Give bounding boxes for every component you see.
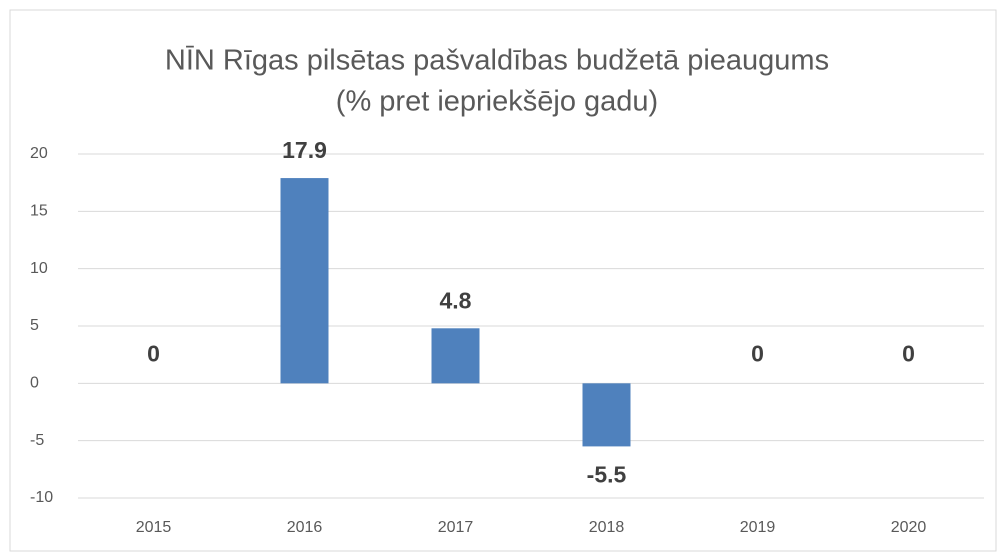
- bar: [582, 383, 631, 447]
- y-tick-label: -10: [30, 489, 53, 506]
- y-tick-label: 5: [30, 317, 39, 334]
- y-tick-label: -5: [30, 432, 44, 449]
- x-tick-label: 2015: [136, 519, 172, 536]
- chart-title: (% pret iepriekšējo gadu): [336, 86, 658, 118]
- x-tick-label: 2017: [438, 519, 474, 536]
- chart-title: NĪN Rīgas pilsētas pašvaldības budžetā p…: [165, 45, 829, 77]
- data-label: 17.9: [282, 137, 327, 163]
- y-tick-label: 15: [30, 203, 48, 220]
- x-tick-label: 2020: [891, 519, 927, 536]
- x-tick-label: 2016: [287, 519, 323, 536]
- data-label: 0: [751, 340, 764, 366]
- bar: [280, 178, 329, 384]
- chart-frame: [9, 9, 997, 552]
- bar: [431, 328, 480, 384]
- data-label: -5.5: [587, 461, 627, 487]
- data-label: 0: [902, 340, 915, 366]
- data-label: 4.8: [440, 287, 472, 313]
- x-tick-label: 2019: [740, 519, 776, 536]
- data-label: 0: [147, 340, 160, 366]
- y-tick-label: 0: [30, 375, 39, 392]
- y-tick-label: 10: [30, 260, 48, 277]
- x-tick-label: 2018: [589, 519, 625, 536]
- y-tick-label: 20: [30, 145, 48, 162]
